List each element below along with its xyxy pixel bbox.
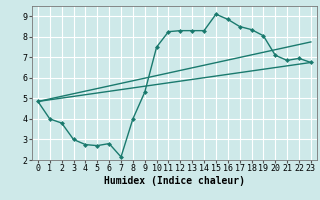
X-axis label: Humidex (Indice chaleur): Humidex (Indice chaleur) <box>104 176 245 186</box>
